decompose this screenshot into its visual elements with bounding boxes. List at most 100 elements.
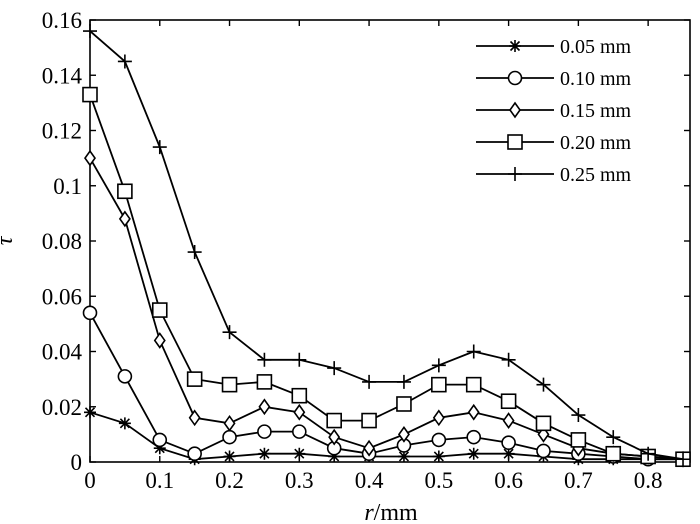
data-point	[431, 432, 447, 448]
data-point	[508, 167, 522, 181]
data-point	[292, 424, 307, 439]
series-line	[89, 411, 683, 461]
data-point	[507, 70, 523, 86]
data-point	[641, 446, 656, 461]
data-point	[676, 452, 691, 467]
data-point	[328, 428, 341, 446]
y-tick-label: 0	[71, 450, 83, 475]
data-point	[82, 305, 98, 321]
series-line	[89, 30, 684, 461]
x-axis-label: r/mm	[364, 500, 418, 524]
data-point	[362, 374, 377, 389]
data-point	[363, 439, 376, 457]
legend-item: 0.20 mm	[476, 132, 632, 154]
x-tick-label: 0.8	[634, 468, 663, 493]
series-4	[82, 86, 691, 468]
y-tick-label: 0.16	[42, 8, 82, 33]
data-point	[291, 387, 308, 404]
y-tick-label: 0.04	[42, 340, 83, 365]
data-point	[187, 446, 202, 462]
data-point	[118, 210, 131, 228]
y-tick-label: 0.06	[42, 284, 82, 309]
data-point	[501, 435, 516, 450]
data-point	[151, 302, 168, 318]
data-point	[536, 377, 551, 392]
data-point	[397, 450, 410, 463]
data-point	[257, 424, 272, 439]
data-point	[223, 450, 236, 463]
data-point	[536, 443, 551, 459]
data-point	[431, 358, 446, 373]
data-point	[466, 344, 481, 359]
series-line	[89, 157, 684, 461]
data-point	[502, 447, 515, 460]
data-point	[152, 432, 168, 448]
data-point	[509, 40, 521, 52]
x-axis-unit: /mm	[374, 500, 418, 524]
legend-label: 0.25 mm	[560, 164, 632, 186]
data-point	[186, 371, 203, 387]
series-line	[89, 312, 683, 461]
data-point	[500, 393, 517, 410]
legend-label: 0.10 mm	[560, 68, 632, 90]
data-point	[397, 425, 410, 443]
data-point	[117, 183, 133, 200]
data-point	[258, 398, 271, 416]
series-5	[83, 24, 691, 467]
data-point	[84, 406, 96, 419]
data-point	[188, 409, 201, 427]
data-point	[466, 429, 482, 445]
legend-item: 0.15 mm	[476, 100, 632, 122]
data-point	[467, 447, 480, 460]
x-axis-variable: r	[364, 500, 374, 524]
data-point	[467, 403, 480, 421]
data-point	[465, 376, 482, 393]
data-point	[152, 140, 167, 155]
data-point	[82, 86, 98, 103]
data-point	[431, 376, 447, 393]
y-tick-label: 0.02	[42, 395, 82, 420]
data-point	[570, 432, 587, 448]
data-point	[153, 442, 166, 455]
data-point	[256, 374, 273, 390]
x-tick-label: 0.7	[564, 468, 593, 493]
legend-label: 0.15 mm	[560, 100, 632, 122]
data-point	[292, 352, 307, 367]
data-point	[258, 447, 271, 460]
axis-ticks: 0 0.1 0.2 0.3 0.4 0.5 0.6 0.7 0.8 0 0.02 0.04 0.06 0.…	[42, 8, 690, 493]
data-point	[223, 414, 236, 432]
data-point	[293, 403, 306, 421]
data-point	[327, 361, 342, 376]
y-tick-label: 0.12	[42, 119, 82, 144]
data-point	[507, 134, 523, 150]
data-point	[328, 450, 341, 463]
legend-item: 0.10 mm	[476, 68, 632, 90]
legend: 0.05 mm 0.10 mm 0.15 mm 0.20 mm 0.25 mm	[470, 28, 680, 188]
data-point	[571, 408, 586, 423]
legend-label: 0.20 mm	[560, 132, 632, 154]
y-tick-label: 0.1	[53, 174, 82, 199]
x-tick-label: 0.4	[355, 468, 384, 493]
legend-box	[470, 28, 680, 188]
data-point	[361, 412, 377, 429]
data-point	[222, 429, 237, 445]
data-point	[187, 245, 202, 260]
data-point	[396, 374, 411, 389]
data-point	[326, 412, 342, 429]
data-point	[606, 430, 621, 445]
data-point	[502, 412, 515, 429]
data-point	[535, 415, 552, 432]
x-tick-label: 0	[84, 468, 96, 493]
x-tick-label: 0.3	[285, 468, 314, 493]
legend-item: 0.05 mm	[476, 36, 632, 58]
x-tick-label: 0.6	[494, 468, 523, 493]
legend-item: 0.25 mm	[476, 164, 632, 186]
data-point	[432, 409, 445, 427]
y-tick-label: 0.14	[42, 63, 83, 88]
x-tick-label: 0.2	[215, 468, 244, 493]
data-point	[222, 325, 237, 340]
data-point	[509, 101, 521, 119]
x-tick-label: 0.1	[145, 468, 174, 493]
data-point	[117, 369, 133, 384]
